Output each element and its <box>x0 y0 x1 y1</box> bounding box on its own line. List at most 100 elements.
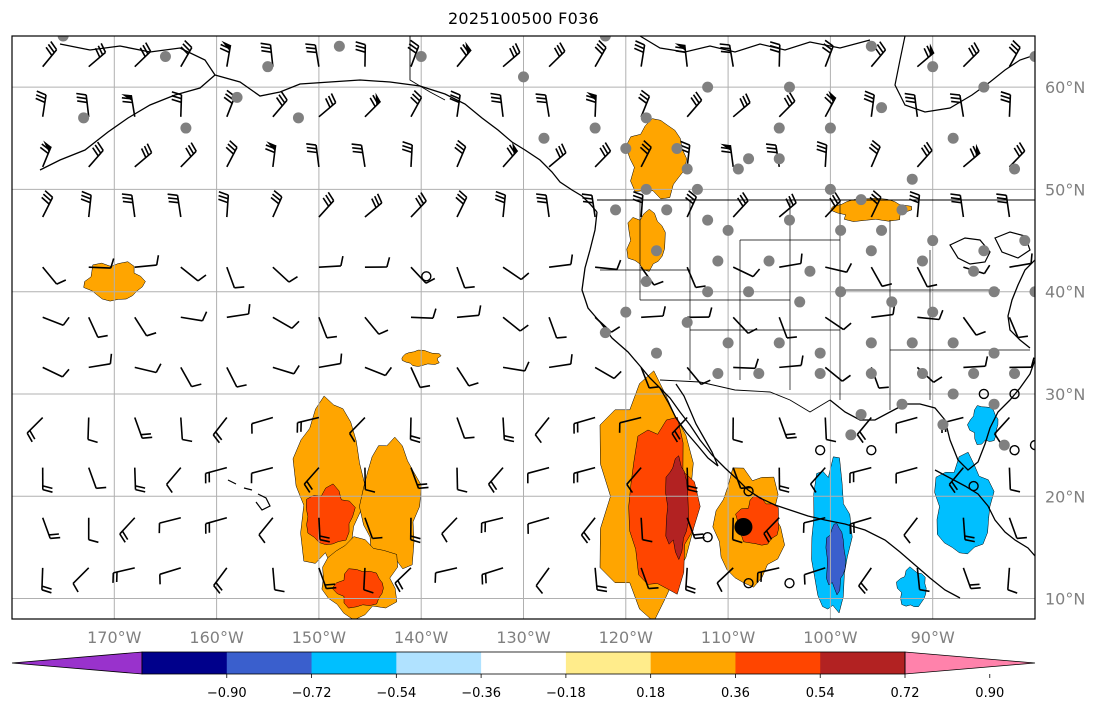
wind-barb <box>490 92 504 117</box>
wind-barb <box>719 43 735 67</box>
wind-barb <box>732 266 761 278</box>
wind-barb <box>134 316 157 337</box>
lon-tick-label: 170°W <box>87 628 142 647</box>
wind-barb <box>364 257 391 268</box>
colorbar-tick-label: 0.72 <box>891 686 920 701</box>
shading-region <box>625 118 687 200</box>
wind-barb <box>112 567 135 583</box>
colorbar-frame <box>141 651 906 675</box>
wind-barb <box>778 92 796 118</box>
colorbar-segment <box>565 652 652 674</box>
wind-barb <box>686 91 703 118</box>
wind-barb <box>903 517 918 544</box>
wind-barb <box>35 90 47 117</box>
wind-barb <box>641 306 666 319</box>
station-markers <box>57 36 1035 589</box>
wind-barb <box>305 43 320 67</box>
station-dot <box>968 265 980 277</box>
wind-barb <box>802 516 826 533</box>
station-dot <box>927 306 939 318</box>
station-dot <box>947 337 959 349</box>
colorbar: −0.90 −0.72 −0.54 −0.36 −0.18 0.18 0.36 0.54 0.7… <box>11 651 1036 701</box>
station-dot <box>610 204 622 216</box>
station-dot <box>835 286 847 298</box>
wind-barb <box>42 41 58 68</box>
wind-barb <box>41 517 61 540</box>
colorbar-tick-label: 0.54 <box>806 686 835 701</box>
wind-barb <box>410 90 423 118</box>
wind-barb <box>950 193 965 218</box>
wind-barb <box>824 366 851 382</box>
wind-barb <box>863 90 875 117</box>
station-dot <box>937 419 949 431</box>
wind-barb <box>456 305 482 319</box>
wind-barb <box>684 190 698 218</box>
wind-barb <box>318 191 335 218</box>
lon-tick-label: 120°W <box>599 628 654 647</box>
wind-barb <box>410 367 431 389</box>
wind-barb <box>916 266 938 288</box>
wind-barb <box>685 567 696 594</box>
shading-region <box>359 436 422 577</box>
wind-barb <box>502 43 521 68</box>
wind-barb <box>409 417 421 444</box>
wind-barb <box>632 191 644 218</box>
wind-barb <box>640 567 659 590</box>
wind-barb <box>594 39 607 68</box>
wind-barb <box>962 567 981 590</box>
wind-barb <box>962 143 981 168</box>
station-dot <box>702 286 714 298</box>
station-dot <box>865 40 877 52</box>
wind-barb <box>258 517 274 544</box>
wind-barb <box>121 193 136 218</box>
wind-barb <box>481 567 504 585</box>
station-dot <box>712 255 724 267</box>
station-dot <box>947 388 959 400</box>
wind-barb <box>410 192 427 218</box>
station-dot <box>763 255 775 267</box>
wind-barb <box>1008 517 1027 540</box>
wind-barb <box>626 467 642 494</box>
wind-barb <box>41 567 52 594</box>
station-dot <box>712 368 724 380</box>
coastline-alaska <box>39 43 598 213</box>
station-dot <box>78 112 90 124</box>
wind-barb <box>88 353 113 369</box>
station-dot <box>671 143 683 155</box>
wind-barb <box>226 367 247 388</box>
wind-barb <box>179 417 193 443</box>
station-dot <box>753 368 765 380</box>
wind-barb <box>686 467 698 493</box>
wind-barb <box>134 363 162 374</box>
wind-barb <box>88 258 115 269</box>
wind-barb <box>355 41 367 67</box>
colorbar-tick-label: 0.90 <box>975 686 1004 701</box>
wind-barbs <box>26 39 1035 595</box>
wind-barb <box>272 266 298 283</box>
wind-barb <box>87 316 108 339</box>
wind-barb <box>180 366 202 388</box>
wind-barb <box>1008 467 1021 493</box>
station-dot <box>681 316 693 328</box>
wind-barb <box>41 467 53 493</box>
wind-barb <box>821 39 834 67</box>
lon-tick-label: 110°W <box>701 628 756 647</box>
wind-barb <box>824 90 837 118</box>
colorbar-segment <box>735 652 821 674</box>
wind-barb <box>42 266 67 285</box>
wind-barb <box>527 516 550 534</box>
wind-barb <box>434 567 458 583</box>
station-dot <box>743 286 755 298</box>
wind-barb <box>159 567 182 585</box>
wind-barb <box>868 139 881 168</box>
wind-barb <box>410 308 437 319</box>
wind-barb <box>226 266 245 289</box>
station-dot <box>732 163 744 175</box>
wind-barb <box>949 93 965 117</box>
wind-barb <box>595 259 622 271</box>
wind-barb <box>226 304 251 319</box>
wind-barb <box>296 416 320 433</box>
wind-barb <box>88 141 104 168</box>
lon-tick-label: 130°W <box>496 628 551 647</box>
wind-barb <box>364 467 376 493</box>
